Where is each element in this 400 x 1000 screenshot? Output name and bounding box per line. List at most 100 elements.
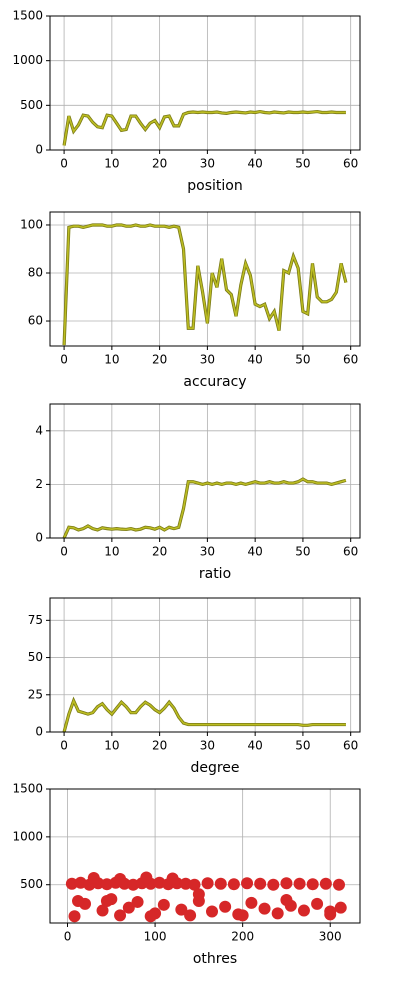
point bbox=[175, 903, 188, 916]
point bbox=[332, 878, 345, 891]
y-tick-label: 25 bbox=[28, 687, 43, 701]
point bbox=[68, 910, 81, 923]
x-tick-label: 30 bbox=[200, 545, 215, 559]
point bbox=[206, 905, 219, 918]
point bbox=[114, 909, 127, 922]
x-tick-label: 30 bbox=[200, 739, 215, 753]
x-tick-label: 60 bbox=[343, 739, 358, 753]
point bbox=[131, 895, 144, 908]
y-tick-label: 80 bbox=[28, 265, 43, 279]
x-tick-label: 50 bbox=[295, 157, 310, 171]
point bbox=[179, 877, 192, 890]
point bbox=[258, 902, 271, 915]
x-tick-label: 0 bbox=[60, 157, 68, 171]
y-tick-label: 1000 bbox=[12, 829, 43, 843]
point bbox=[293, 877, 306, 890]
point bbox=[306, 878, 319, 891]
y-tick-label: 500 bbox=[20, 877, 43, 891]
y-tick-label: 0 bbox=[35, 725, 43, 739]
x-tick-label: 20 bbox=[152, 739, 167, 753]
point bbox=[214, 877, 227, 890]
y-tick-label: 2 bbox=[35, 477, 43, 491]
x-tick-label: 30 bbox=[200, 353, 215, 367]
x-tick-label: 50 bbox=[295, 739, 310, 753]
y-tick-label: 100 bbox=[20, 217, 43, 231]
point bbox=[254, 877, 267, 890]
x-tick-label: 0 bbox=[60, 739, 68, 753]
y-tick-label: 4 bbox=[35, 423, 43, 437]
y-tick-label: 1500 bbox=[12, 9, 43, 23]
line bbox=[63, 110, 346, 146]
x-axis-label: degree bbox=[190, 760, 239, 776]
point bbox=[280, 877, 293, 890]
x-tick-label: 40 bbox=[248, 545, 263, 559]
point bbox=[245, 896, 258, 909]
y-tick-label: 0 bbox=[35, 531, 43, 545]
x-tick-label: 10 bbox=[104, 739, 119, 753]
point bbox=[236, 909, 249, 922]
x-tick-label: 40 bbox=[248, 353, 263, 367]
y-tick-label: 0 bbox=[35, 143, 43, 157]
x-axis-label: ratio bbox=[199, 566, 231, 582]
y-tick-label: 75 bbox=[28, 613, 43, 627]
x-tick-label: 300 bbox=[319, 930, 342, 944]
x-tick-label: 10 bbox=[104, 353, 119, 367]
axes-frame bbox=[49, 403, 361, 539]
x-tick-label: 50 bbox=[295, 545, 310, 559]
point bbox=[144, 910, 157, 923]
x-tick-label: 40 bbox=[248, 739, 263, 753]
point bbox=[166, 872, 179, 885]
x-tick-label: 50 bbox=[295, 353, 310, 367]
axes-frame bbox=[49, 597, 361, 733]
line-outline bbox=[62, 223, 348, 346]
y-tick-label: 500 bbox=[20, 98, 43, 112]
x-tick-label: 10 bbox=[104, 157, 119, 171]
point bbox=[271, 907, 284, 920]
x-tick-label: 40 bbox=[248, 157, 263, 171]
point bbox=[184, 909, 197, 922]
x-tick-label: 0 bbox=[60, 545, 68, 559]
point bbox=[267, 878, 280, 891]
point bbox=[297, 904, 310, 917]
point bbox=[280, 894, 293, 907]
line bbox=[63, 698, 346, 732]
line bbox=[63, 478, 347, 538]
point bbox=[140, 871, 153, 884]
point bbox=[96, 904, 109, 917]
x-axis-label: accuracy bbox=[183, 374, 246, 390]
axes-frame bbox=[49, 788, 361, 924]
x-tick-label: 60 bbox=[343, 353, 358, 367]
x-tick-label: 20 bbox=[152, 157, 167, 171]
x-tick-label: 60 bbox=[343, 545, 358, 559]
axes-frame bbox=[49, 211, 361, 347]
point bbox=[324, 905, 337, 918]
y-tick-label: 50 bbox=[28, 650, 43, 664]
point bbox=[219, 900, 232, 913]
point bbox=[100, 894, 113, 907]
x-tick-label: 0 bbox=[64, 930, 72, 944]
point bbox=[311, 897, 324, 910]
point bbox=[227, 878, 240, 891]
x-axis-label: position bbox=[187, 178, 242, 194]
y-tick-label: 1500 bbox=[12, 782, 43, 796]
point bbox=[65, 877, 78, 890]
point bbox=[114, 872, 127, 885]
line-outline bbox=[62, 696, 346, 732]
x-tick-label: 100 bbox=[144, 930, 167, 944]
x-tick-label: 20 bbox=[152, 545, 167, 559]
y-tick-label: 60 bbox=[28, 314, 43, 328]
point bbox=[72, 894, 85, 907]
x-tick-label: 20 bbox=[152, 353, 167, 367]
x-tick-label: 200 bbox=[231, 930, 254, 944]
point bbox=[87, 872, 100, 885]
x-tick-label: 10 bbox=[104, 545, 119, 559]
point bbox=[319, 877, 332, 890]
point bbox=[334, 901, 347, 914]
y-tick-label: 1000 bbox=[12, 53, 43, 67]
line bbox=[63, 224, 347, 346]
axes-frame bbox=[49, 15, 361, 151]
point bbox=[122, 901, 135, 914]
x-tick-label: 30 bbox=[200, 157, 215, 171]
x-tick-label: 60 bbox=[343, 157, 358, 171]
